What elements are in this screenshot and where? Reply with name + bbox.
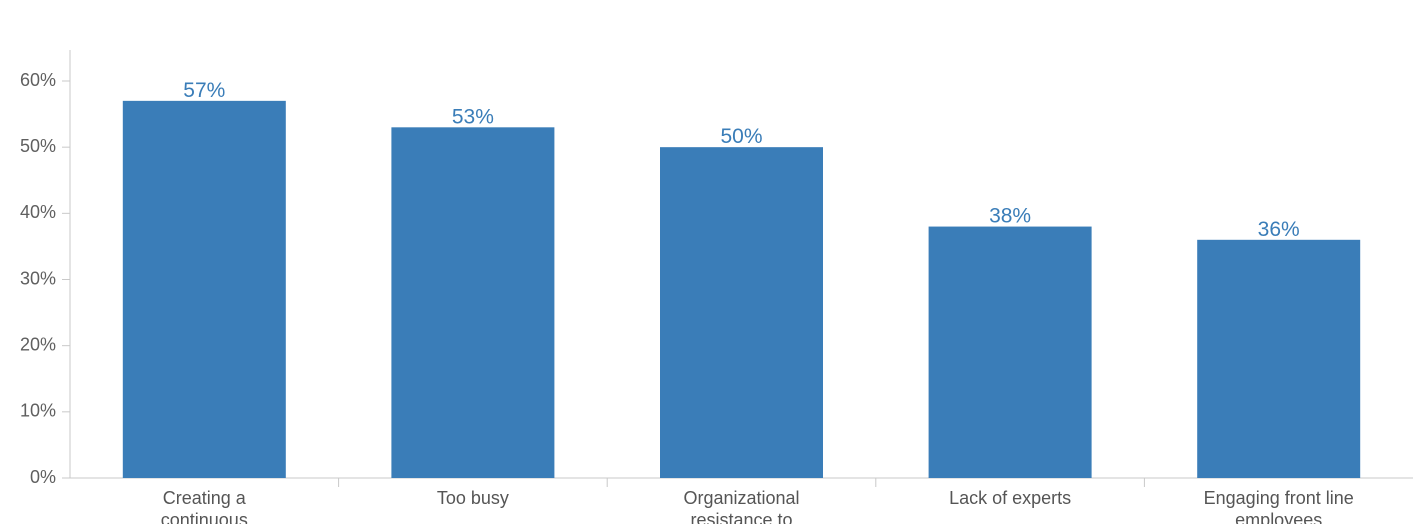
- x-tick-label: Creating a continuous: [161, 488, 248, 524]
- x-tick-label-line: resistance to: [690, 510, 792, 524]
- y-tick-label: 20%: [20, 334, 56, 354]
- bar: [123, 101, 286, 478]
- bar: [929, 227, 1092, 478]
- x-tick-label: Organizational resistance to: [683, 488, 799, 524]
- y-tick-label: 50%: [20, 136, 56, 156]
- bar: [660, 147, 823, 478]
- x-tick-label-line: Engaging front line: [1204, 488, 1354, 508]
- x-tick-label-line: Organizational: [683, 488, 799, 508]
- x-tick-label-line: Too busy: [437, 488, 509, 508]
- bar: [391, 127, 554, 478]
- x-axis-ticks: Creating a continuous Too busy Organization…: [161, 478, 1354, 524]
- y-tick-label: 60%: [20, 70, 56, 90]
- y-axis-ticks: 0% 10% 20% 30% 40% 50% 60%: [20, 70, 70, 487]
- bar: [1197, 240, 1360, 478]
- bar-value-label: 36%: [1258, 218, 1300, 241]
- x-tick-label-line: Lack of experts: [949, 488, 1071, 508]
- bar-value-label: 57%: [183, 79, 225, 102]
- x-tick-label-line: employees: [1235, 510, 1322, 524]
- x-tick-label: Engaging front line employees: [1204, 488, 1354, 524]
- y-tick-label: 30%: [20, 268, 56, 288]
- bar-value-label: 38%: [989, 205, 1031, 228]
- x-tick-label-line: continuous: [161, 510, 248, 524]
- x-tick-label: Too busy: [437, 488, 509, 508]
- y-tick-label: 0%: [30, 467, 56, 487]
- bars: [123, 101, 1360, 478]
- x-tick-label: Lack of experts: [949, 488, 1071, 508]
- bar-value-label: 50%: [720, 125, 762, 148]
- bar-value-label: 53%: [452, 105, 494, 128]
- y-tick-label: 40%: [20, 202, 56, 222]
- x-tick-label-line: Creating a: [163, 488, 247, 508]
- y-tick-label: 10%: [20, 401, 56, 421]
